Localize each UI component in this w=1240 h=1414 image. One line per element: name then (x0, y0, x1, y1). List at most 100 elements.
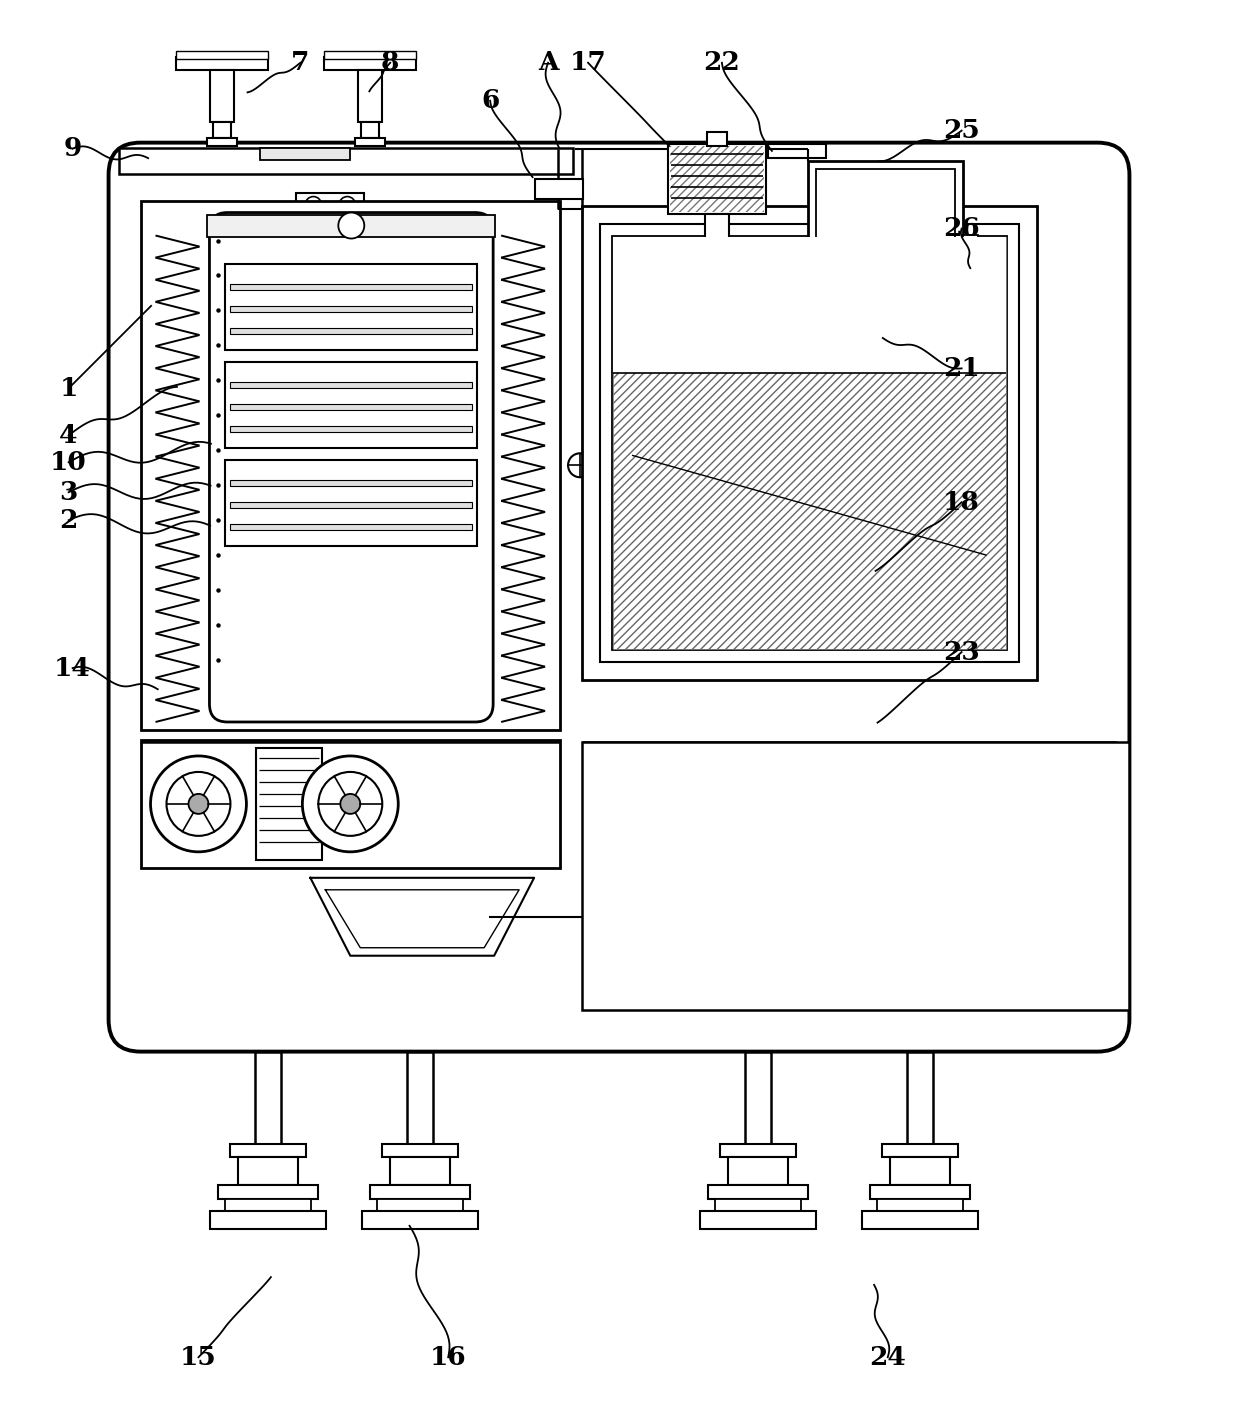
Bar (140, 201, 560, 730)
Text: 9: 9 (63, 136, 82, 161)
Text: 10: 10 (51, 450, 87, 475)
Text: 26: 26 (944, 216, 980, 240)
Bar (231, 1144, 306, 1158)
Bar (613, 236, 1007, 650)
Circle shape (340, 793, 361, 814)
Bar (668, 144, 766, 214)
Bar (688, 830, 712, 858)
Bar (260, 147, 351, 160)
Text: 1: 1 (60, 376, 78, 400)
Bar (720, 1144, 796, 1158)
Bar (231, 426, 472, 433)
Bar (582, 205, 1037, 680)
Bar (536, 178, 583, 198)
Text: 6: 6 (481, 88, 500, 113)
Bar (962, 235, 977, 256)
Bar (869, 1185, 970, 1199)
Bar (362, 1212, 479, 1229)
Bar (391, 1158, 450, 1185)
Text: 18: 18 (944, 489, 980, 515)
Bar (211, 1212, 326, 1229)
Polygon shape (310, 878, 534, 956)
Bar (231, 404, 472, 410)
Text: 17: 17 (569, 51, 606, 75)
Bar (745, 1052, 771, 1144)
Circle shape (339, 212, 365, 239)
Bar (238, 1158, 299, 1185)
Circle shape (150, 756, 247, 851)
Text: 4: 4 (60, 423, 78, 448)
Bar (226, 461, 477, 546)
Bar (325, 51, 417, 59)
Bar (613, 236, 1006, 649)
Bar (615, 840, 830, 912)
Circle shape (303, 756, 398, 851)
Bar (176, 57, 268, 69)
Text: 21: 21 (944, 356, 980, 380)
Bar (906, 1052, 932, 1144)
Circle shape (319, 772, 382, 836)
Bar (356, 137, 386, 146)
Text: 24: 24 (869, 1345, 906, 1370)
Bar (231, 382, 472, 389)
Bar (226, 362, 477, 448)
Text: 16: 16 (430, 1345, 466, 1370)
Bar (582, 742, 1130, 1010)
Bar (877, 1199, 962, 1212)
Bar (882, 1144, 957, 1158)
Text: 14: 14 (55, 656, 91, 680)
Bar (322, 230, 339, 243)
Bar (613, 236, 1006, 373)
Bar (231, 481, 472, 486)
Bar (226, 264, 477, 351)
Bar (231, 502, 472, 508)
Bar (231, 328, 472, 335)
Bar (699, 1212, 816, 1229)
Bar (768, 144, 826, 157)
Bar (226, 1199, 311, 1212)
Bar (207, 215, 495, 236)
Bar (176, 51, 268, 59)
Bar (688, 867, 712, 875)
Text: 3: 3 (60, 479, 78, 505)
Bar (618, 433, 630, 452)
Circle shape (673, 764, 725, 816)
Bar (213, 122, 232, 137)
Text: 7: 7 (291, 51, 310, 75)
Bar (358, 69, 382, 122)
Bar (257, 748, 322, 860)
Circle shape (340, 197, 356, 212)
Text: 8: 8 (381, 51, 399, 75)
Circle shape (568, 454, 591, 478)
Bar (715, 1199, 801, 1212)
Text: 25: 25 (944, 119, 980, 143)
Bar (255, 1052, 281, 1144)
Bar (600, 223, 1018, 662)
Bar (728, 1158, 787, 1185)
Bar (377, 1199, 464, 1212)
Bar (707, 132, 727, 146)
Bar (889, 1158, 950, 1185)
Bar (371, 1185, 470, 1199)
Bar (862, 1212, 977, 1229)
Bar (407, 1052, 433, 1144)
Bar (689, 257, 745, 271)
Bar (816, 168, 955, 321)
Bar (218, 1185, 319, 1199)
Text: 2: 2 (60, 508, 78, 533)
Bar (231, 525, 472, 530)
Bar (704, 214, 729, 263)
Bar (682, 855, 718, 868)
Bar (119, 147, 573, 174)
Circle shape (692, 782, 708, 797)
Bar (140, 740, 560, 868)
Text: 15: 15 (180, 1345, 217, 1370)
Bar (670, 146, 764, 212)
Circle shape (660, 749, 740, 830)
Bar (231, 284, 472, 290)
Bar (708, 1185, 807, 1199)
Circle shape (188, 793, 208, 814)
Circle shape (166, 772, 231, 836)
Bar (296, 192, 365, 216)
Circle shape (305, 197, 321, 212)
